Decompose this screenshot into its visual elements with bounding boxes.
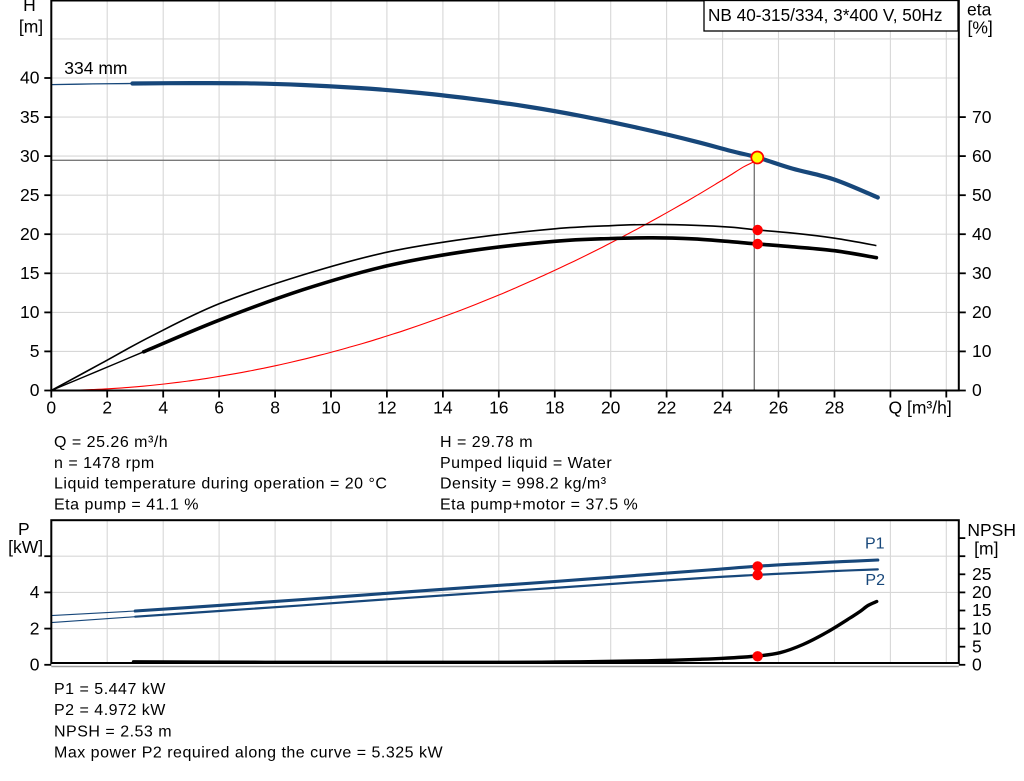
svg-text:20: 20 [972,302,992,322]
svg-text:5: 5 [972,636,982,656]
svg-text:0: 0 [972,380,982,400]
svg-text:22: 22 [657,398,676,418]
svg-text:0: 0 [30,380,40,400]
svg-text:35: 35 [20,107,39,127]
svg-text:Liquid temperature during oper: Liquid temperature during operation = 20… [54,476,387,493]
svg-text:14: 14 [433,398,453,418]
svg-text:2: 2 [102,398,112,418]
svg-text:Q [m³/h]: Q [m³/h] [889,398,952,418]
svg-text:H: H [23,0,36,15]
svg-text:28: 28 [825,398,844,418]
svg-text:25: 25 [20,185,39,205]
svg-text:70: 70 [972,107,992,127]
svg-text:H = 29.78 m: H = 29.78 m [440,434,533,451]
svg-text:334 mm: 334 mm [64,58,127,78]
svg-text:[kW]: [kW] [8,537,43,557]
svg-text:P2: P2 [865,572,885,589]
svg-text:24: 24 [713,398,733,418]
svg-text:[m]: [m] [19,17,43,37]
svg-text:40: 40 [20,68,40,88]
svg-text:Eta pump+motor = 37.5 %: Eta pump+motor = 37.5 % [440,496,638,513]
svg-text:Density = 998.2 kg/m³: Density = 998.2 kg/m³ [440,476,607,493]
svg-text:2: 2 [30,618,40,638]
svg-text:Eta pump = 41.1 %: Eta pump = 41.1 % [54,496,199,513]
svg-text:10: 10 [972,341,992,361]
svg-text:20: 20 [20,224,40,244]
svg-text:NPSH: NPSH [967,520,1016,540]
svg-text:50: 50 [972,185,992,205]
svg-text:15: 15 [972,600,991,620]
svg-text:20: 20 [972,582,992,602]
svg-text:Max power P2 required along th: Max power P2 required along the curve = … [54,745,443,762]
svg-text:[%]: [%] [968,18,993,38]
svg-text:18: 18 [545,398,564,418]
svg-text:5: 5 [30,341,40,361]
svg-text:25: 25 [972,564,991,584]
svg-text:8: 8 [270,398,280,418]
svg-text:Pumped liquid = Water: Pumped liquid = Water [440,455,612,472]
svg-text:eta: eta [967,0,992,19]
svg-text:26: 26 [769,398,788,418]
svg-text:NPSH = 2.53 m: NPSH = 2.53 m [54,723,172,740]
svg-text:10: 10 [321,398,341,418]
svg-text:4: 4 [158,398,168,418]
svg-text:[m]: [m] [974,539,998,559]
svg-text:0: 0 [30,655,40,675]
svg-text:10: 10 [972,618,992,638]
svg-text:0: 0 [46,398,56,418]
svg-text:Q = 25.26 m³/h: Q = 25.26 m³/h [54,434,168,451]
svg-text:P1 = 5.447 kW: P1 = 5.447 kW [54,681,166,698]
svg-text:n = 1478 rpm: n = 1478 rpm [54,455,155,472]
svg-text:40: 40 [972,224,992,244]
svg-text:15: 15 [20,263,39,283]
svg-text:30: 30 [972,263,992,283]
svg-text:10: 10 [20,302,40,322]
svg-text:16: 16 [489,398,508,418]
svg-text:4: 4 [30,582,40,602]
svg-text:NB 40-315/334, 3*400 V, 50Hz: NB 40-315/334, 3*400 V, 50Hz [708,5,942,25]
svg-text:P1: P1 [865,535,885,552]
svg-text:P2 = 4.972 kW: P2 = 4.972 kW [54,702,166,719]
svg-text:6: 6 [214,398,224,418]
svg-text:P: P [18,519,30,539]
svg-text:0: 0 [972,655,982,675]
svg-text:12: 12 [377,398,396,418]
svg-text:30: 30 [20,146,40,166]
svg-text:20: 20 [601,398,621,418]
svg-text:60: 60 [972,146,992,166]
